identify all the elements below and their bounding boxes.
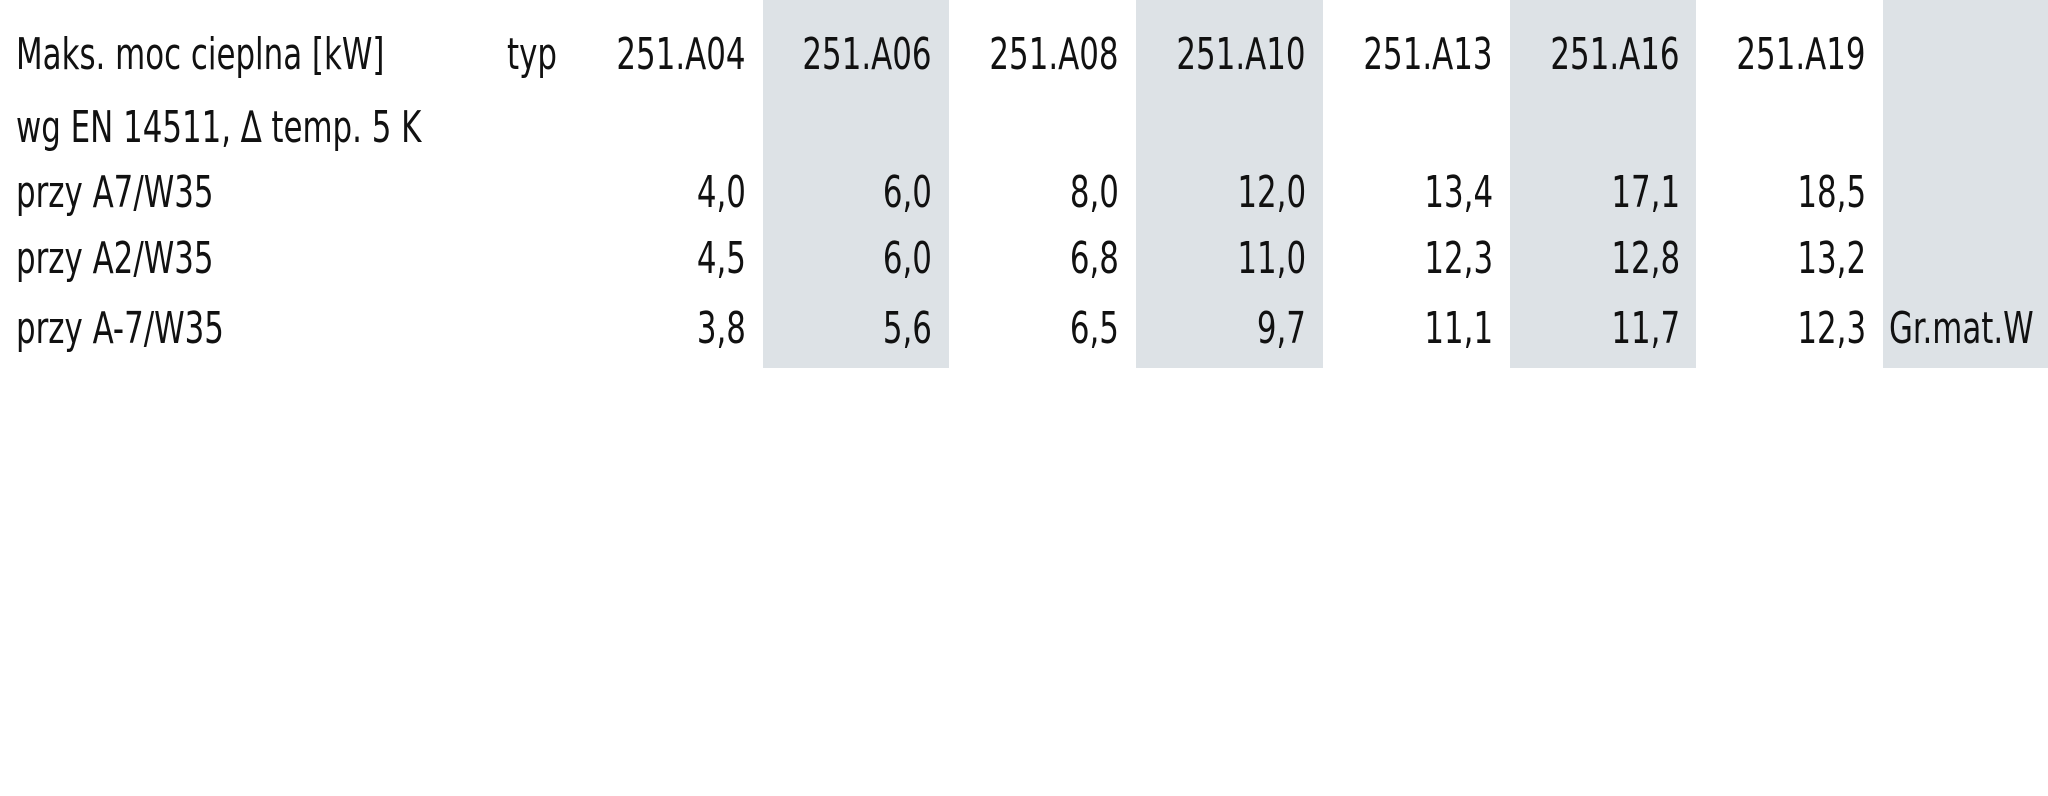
cell-value: 11,1 [1424,303,1493,354]
note: Gr.mat.W [1889,303,2034,354]
type-label: typ [507,29,557,80]
cell-value: 11,7 [1611,303,1680,354]
model-header: 251.A13 [1363,29,1493,80]
header-label: Maks. moc cieplna [kW] [16,29,385,80]
cell-value: 9,7 [1256,303,1306,354]
column-shade [763,0,949,368]
cell-value: 4,5 [696,233,746,284]
model-header: 251.A10 [1176,29,1306,80]
cell-value: 6,0 [882,167,932,218]
cell-value: 6,5 [1069,303,1119,354]
cell-value: 4,0 [696,167,746,218]
cell-value: 3,8 [696,303,746,354]
subheader: wg EN 14511, ∆ temp. 5 K [16,102,422,153]
row-label: przy A2/W35 [16,233,214,284]
column-shade [1136,0,1323,368]
cell-value: 17,1 [1611,167,1680,218]
cell-value: 5,6 [882,303,932,354]
column-shade [1510,0,1696,368]
cell-value: 12,0 [1237,167,1306,218]
row-label: przy A7/W35 [16,167,214,218]
column-shade [1883,0,2048,368]
model-header: 251.A08 [989,29,1119,80]
cell-value: 6,0 [882,233,932,284]
row-label: przy A-7/W35 [16,303,224,354]
cell-value: 12,8 [1611,233,1680,284]
model-header: 251.A19 [1736,29,1866,80]
cell-value: 13,4 [1424,167,1493,218]
model-header: 251.A16 [1550,29,1680,80]
cell-value: 6,8 [1069,233,1119,284]
cell-value: 18,5 [1797,167,1866,218]
model-header: 251.A06 [802,29,932,80]
cell-value: 11,0 [1237,233,1306,284]
cell-value: 12,3 [1424,233,1493,284]
cell-value: 13,2 [1797,233,1866,284]
cell-value: 8,0 [1069,167,1119,218]
cell-value: 12,3 [1797,303,1866,354]
model-header: 251.A04 [616,29,746,80]
